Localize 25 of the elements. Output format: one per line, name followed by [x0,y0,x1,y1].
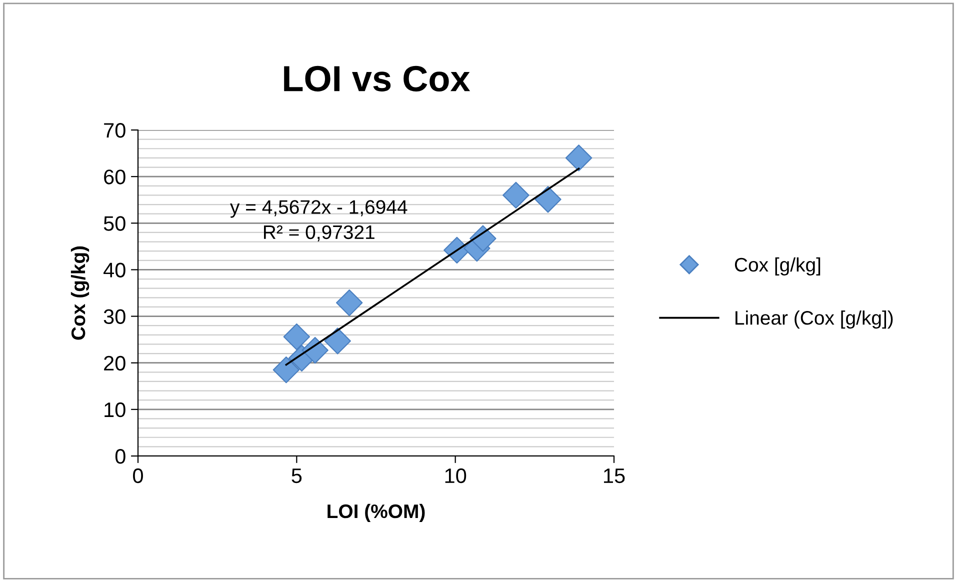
point [336,289,363,316]
y-tick-label: 20 [104,356,126,371]
point [502,182,530,209]
annotation: y = 4,5672x - 1,6944 R² = 0,97321 [230,200,408,242]
point [565,144,592,172]
legend-label: Cox [g/kg] [734,257,820,276]
point [324,328,351,354]
chart-title: LOI vs Cox [284,66,470,92]
x-tick-label: 5 [292,468,302,484]
point [283,323,310,350]
point [534,186,562,213]
y-tick-label: 60 [104,170,126,184]
y-tick-label: 70 [104,123,126,138]
point [272,356,300,384]
x-tick-label: 0 [133,468,143,484]
y-tick-label: 10 [104,402,126,418]
x-tick-label: 15 [604,468,625,484]
legend-label: Linear (Cox [g/kg]) [736,310,893,329]
y-tick-label: 40 [104,262,126,278]
y-tick-label: 0 [115,449,126,464]
y-axis-title: Cox (g/kg) [70,246,90,340]
y-tick-label: 50 [104,216,126,231]
y-tick-label: 30 [104,309,126,324]
x-tick-label: 10 [445,468,466,484]
x-axis-title: LOI (%OM) [328,504,425,522]
